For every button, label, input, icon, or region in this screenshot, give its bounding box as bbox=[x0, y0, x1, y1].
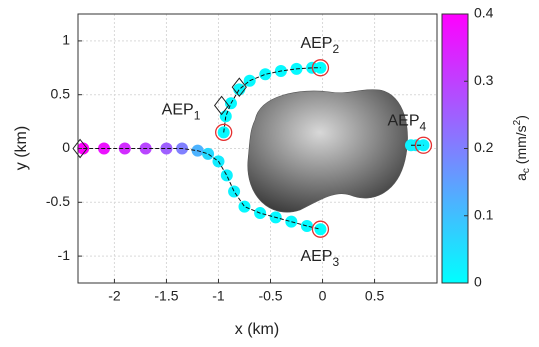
trajectory-point bbox=[233, 83, 245, 95]
label-part: a bbox=[513, 173, 529, 181]
trajectory-point bbox=[259, 68, 271, 80]
colorbar-tick-label: 0.1 bbox=[474, 206, 494, 222]
x-axis-label: x (km) bbox=[235, 321, 279, 338]
trajectory-point bbox=[202, 148, 214, 160]
aep-label-sub: 4 bbox=[419, 119, 426, 133]
y-tick-label: 0.5 bbox=[51, 85, 71, 101]
aep-label-text: AEP bbox=[300, 248, 332, 265]
x-tick-label: -0.5 bbox=[258, 288, 282, 304]
chart: x (km) y (km) ac (mm/s2) -2 -1.5 -1 -0.5 0 0.… bbox=[0, 0, 539, 347]
colorbar-tick-label: 0.3 bbox=[474, 72, 494, 88]
y-tick-label: 0 bbox=[62, 139, 70, 155]
y-tick-label: 1 bbox=[62, 32, 70, 48]
colorbar-tick-label: 0 bbox=[474, 274, 482, 290]
trajectory-point bbox=[228, 186, 240, 198]
trajectory-point bbox=[220, 110, 232, 122]
y-axis-label: y (km) bbox=[13, 126, 30, 170]
x-tick-label: 0 bbox=[319, 288, 327, 304]
colorbar-tick-label: 0.4 bbox=[474, 5, 494, 21]
trajectory-point bbox=[238, 201, 250, 213]
aep-label-sub: 2 bbox=[332, 42, 339, 56]
colorbar-label: ac (mm/s2) bbox=[512, 115, 532, 181]
aep-label-text: AEP bbox=[162, 102, 194, 119]
x-tick-label: -1 bbox=[212, 288, 225, 304]
y-tick-label: -1 bbox=[58, 247, 71, 263]
x-tick-label: 0.5 bbox=[365, 288, 385, 304]
aep-label-sub: 3 bbox=[332, 255, 339, 269]
label-part: (mm/s bbox=[513, 125, 529, 168]
y-tick-label: -0.5 bbox=[46, 193, 70, 209]
label-part: ) bbox=[513, 115, 529, 120]
aep-label-text: AEP bbox=[300, 35, 332, 52]
aep-label-text: AEP bbox=[387, 112, 419, 129]
trajectory-point bbox=[301, 220, 313, 232]
aep-label-sub: 1 bbox=[194, 109, 201, 123]
x-tick-label: -2 bbox=[108, 288, 121, 304]
trajectory-point bbox=[221, 169, 233, 181]
trajectory-point bbox=[285, 216, 297, 228]
colorbar-tick-label: 0.2 bbox=[474, 139, 494, 155]
x-tick-label: -1.5 bbox=[154, 288, 178, 304]
